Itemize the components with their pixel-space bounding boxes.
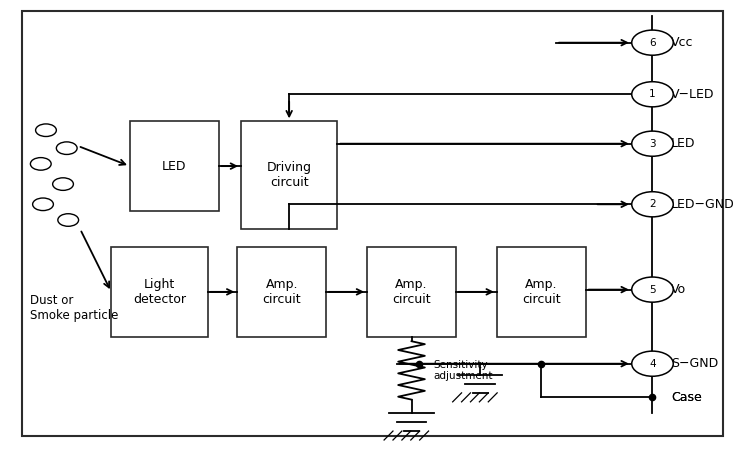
Text: Case: Case bbox=[671, 391, 702, 404]
Text: 1: 1 bbox=[650, 89, 656, 99]
Text: Dust or
Smoke particle: Dust or Smoke particle bbox=[30, 294, 118, 322]
Text: Case: Case bbox=[671, 391, 702, 404]
Text: S−GND: S−GND bbox=[671, 357, 718, 370]
FancyBboxPatch shape bbox=[130, 121, 219, 211]
Text: Amp.
circuit: Amp. circuit bbox=[262, 278, 301, 306]
Circle shape bbox=[31, 158, 51, 170]
Text: LED: LED bbox=[671, 137, 695, 150]
Circle shape bbox=[632, 192, 674, 217]
Circle shape bbox=[632, 351, 674, 376]
Circle shape bbox=[632, 131, 674, 156]
Text: Light
detector: Light detector bbox=[133, 278, 186, 306]
Text: 3: 3 bbox=[650, 139, 656, 149]
FancyBboxPatch shape bbox=[241, 121, 338, 229]
Text: Amp.
circuit: Amp. circuit bbox=[522, 278, 560, 306]
Circle shape bbox=[632, 30, 674, 55]
Circle shape bbox=[56, 142, 77, 154]
FancyBboxPatch shape bbox=[111, 247, 208, 337]
Text: 2: 2 bbox=[650, 199, 656, 209]
Circle shape bbox=[632, 82, 674, 107]
Text: Sensitivity
adjustment: Sensitivity adjustment bbox=[433, 360, 494, 381]
Circle shape bbox=[58, 214, 79, 226]
Text: LED−GND: LED−GND bbox=[671, 198, 735, 211]
Text: LED: LED bbox=[162, 160, 187, 172]
FancyBboxPatch shape bbox=[367, 247, 456, 337]
Circle shape bbox=[35, 124, 56, 136]
Text: Amp.
circuit: Amp. circuit bbox=[392, 278, 430, 306]
FancyBboxPatch shape bbox=[22, 11, 723, 436]
Circle shape bbox=[32, 198, 53, 211]
Text: V−LED: V−LED bbox=[671, 88, 715, 101]
Text: Vo: Vo bbox=[671, 283, 686, 296]
Text: Driving
circuit: Driving circuit bbox=[267, 161, 312, 189]
Text: 5: 5 bbox=[650, 285, 656, 295]
Text: 6: 6 bbox=[650, 38, 656, 48]
Text: Vcc: Vcc bbox=[671, 36, 694, 49]
FancyBboxPatch shape bbox=[237, 247, 326, 337]
Circle shape bbox=[53, 178, 74, 190]
Text: 4: 4 bbox=[650, 359, 656, 369]
Circle shape bbox=[632, 277, 674, 302]
FancyBboxPatch shape bbox=[496, 247, 586, 337]
